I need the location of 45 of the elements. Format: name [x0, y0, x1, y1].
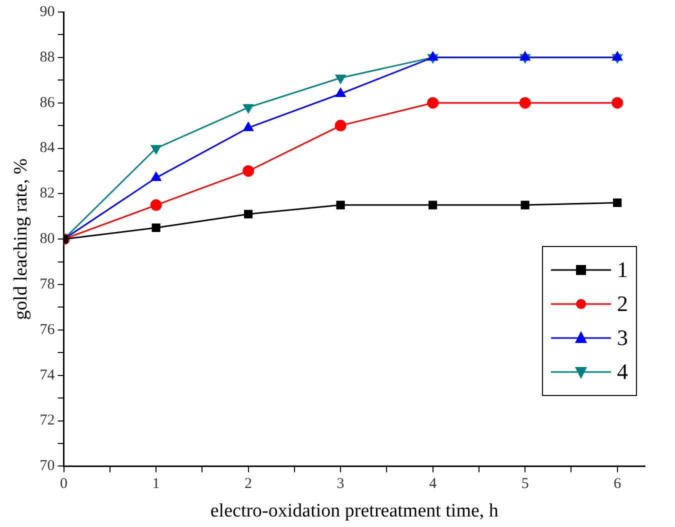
point: [335, 88, 346, 98]
x-tick-label: 6: [614, 476, 622, 492]
y-axis-title: gold leaching rate, %: [10, 158, 32, 320]
y-tick-label: 88: [40, 49, 55, 66]
legend-label: 1: [617, 257, 628, 284]
point: [150, 172, 162, 182]
point: [520, 200, 530, 210]
point: [334, 120, 346, 132]
y-tick-label: 78: [40, 276, 55, 292]
y-tick-label: 80: [40, 231, 55, 248]
legend-label: 4: [617, 359, 628, 386]
y-tick-label: 74: [40, 367, 56, 384]
y-tick-label: 84: [40, 140, 56, 156]
x-tick-label: 2: [244, 476, 252, 492]
point: [244, 210, 253, 218]
point: [612, 97, 624, 109]
legend-label: 2: [617, 291, 628, 318]
point: [243, 104, 254, 114]
point: [519, 97, 531, 109]
x-tick-label: 4: [429, 476, 438, 492]
point: [242, 165, 254, 177]
point: [150, 199, 162, 211]
y-tick-label: 86: [40, 94, 56, 111]
x-tick-label: 5: [521, 476, 529, 492]
point: [152, 223, 160, 232]
point: [612, 52, 622, 61]
y-tick-label: 82: [40, 186, 55, 202]
point: [520, 52, 530, 61]
y-tick-label: 70: [40, 458, 55, 474]
point: [613, 198, 622, 208]
x-tick-label: 0: [60, 476, 68, 492]
y-tick-label: 76: [40, 322, 56, 338]
x-tick-label: 1: [152, 476, 160, 492]
y-tick-label: 90: [40, 4, 55, 20]
point: [335, 74, 346, 84]
point: [428, 200, 438, 210]
point: [336, 200, 345, 210]
x-tick-label: 3: [336, 476, 344, 492]
y-tick-label: 72: [40, 412, 55, 429]
legend-label: 3: [617, 325, 628, 352]
point: [150, 145, 162, 154]
point: [243, 122, 254, 132]
x-axis-title: electro-oxidation pretreatment time, h: [210, 500, 499, 522]
point: [428, 52, 438, 61]
point: [427, 97, 439, 109]
